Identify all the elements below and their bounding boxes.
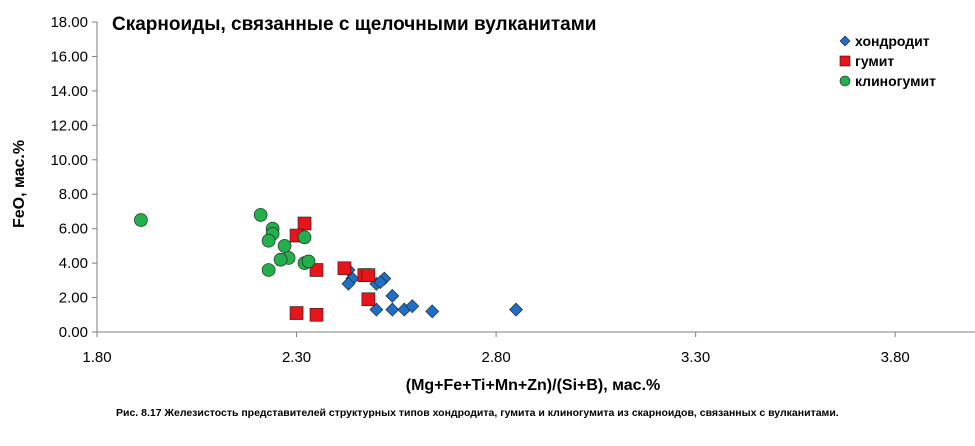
y-tick-label: 8.00 bbox=[59, 186, 88, 203]
data-point-square bbox=[361, 268, 376, 282]
x-tick-labels: 1.80 2.30 2.80 3.30 3.80 bbox=[82, 332, 910, 366]
data-point-square bbox=[297, 216, 312, 231]
data-point-circle bbox=[134, 213, 148, 227]
data-point-circle bbox=[253, 208, 268, 222]
legend-marker-diamond bbox=[839, 35, 851, 47]
data-point-square bbox=[309, 263, 324, 277]
data-point-square bbox=[361, 292, 376, 307]
data-point-diamond bbox=[405, 299, 420, 314]
data-point-diamond bbox=[373, 275, 388, 289]
plot-axes bbox=[96, 22, 975, 333]
x-tick-label: 2.30 bbox=[282, 349, 311, 366]
data-points bbox=[134, 208, 523, 322]
data-point-circle bbox=[297, 230, 312, 245]
y-tick-label: 16.00 bbox=[50, 48, 88, 65]
y-tick-label: 10.00 bbox=[50, 152, 88, 169]
legend-marker-square bbox=[839, 55, 851, 67]
data-point-diamond bbox=[369, 302, 384, 317]
data-point-square bbox=[337, 261, 352, 276]
y-tick-label: 4.00 bbox=[59, 255, 88, 272]
chart-title: Скарноиды, связанные с щелочными вулкани… bbox=[112, 14, 596, 35]
data-point-diamond bbox=[385, 288, 400, 303]
x-axis-label: (Mg+Fe+Ti+Mn+Zn)/(Si+B), мас.% bbox=[406, 377, 660, 394]
legend: хондродит гумит клиногумит bbox=[839, 33, 936, 89]
figure-caption: Рис. 8.17 Железистость представителей ст… bbox=[116, 407, 839, 419]
y-tick-labels: 0.00 2.00 4.00 6.00 8.00 10.00 12.00 14.00 16.00… bbox=[50, 14, 97, 341]
legend-label: хондродит bbox=[855, 33, 930, 49]
data-point-square bbox=[289, 306, 304, 320]
data-point-circle bbox=[301, 254, 316, 269]
data-point-diamond bbox=[509, 302, 523, 317]
data-point-circle bbox=[277, 239, 292, 253]
y-tick-label: 6.00 bbox=[59, 221, 88, 238]
legend-label: клиногумит bbox=[855, 73, 936, 89]
data-point-diamond bbox=[385, 302, 400, 317]
y-tick-label: 12.00 bbox=[50, 117, 88, 134]
y-tick-label: 2.00 bbox=[59, 290, 88, 307]
y-tick-label: 14.00 bbox=[50, 83, 88, 100]
data-point-diamond bbox=[341, 276, 356, 291]
y-axis-label: FeO, мас.% bbox=[11, 140, 28, 228]
legend-marker-circle bbox=[839, 75, 851, 87]
data-point-circle bbox=[273, 252, 288, 267]
x-tick-label: 3.30 bbox=[681, 349, 710, 366]
x-tick-label: 2.80 bbox=[481, 349, 510, 366]
y-tick-label: 0.00 bbox=[59, 324, 88, 341]
data-point-square bbox=[309, 307, 324, 322]
y-tick-label: 18.00 bbox=[50, 14, 88, 31]
data-point-diamond bbox=[425, 304, 440, 319]
x-tick-label: 3.80 bbox=[881, 349, 910, 366]
legend-label: гумит bbox=[855, 53, 894, 69]
x-tick-label: 1.80 bbox=[82, 349, 111, 366]
data-point-circle bbox=[261, 233, 276, 248]
data-point-circle bbox=[261, 263, 276, 277]
